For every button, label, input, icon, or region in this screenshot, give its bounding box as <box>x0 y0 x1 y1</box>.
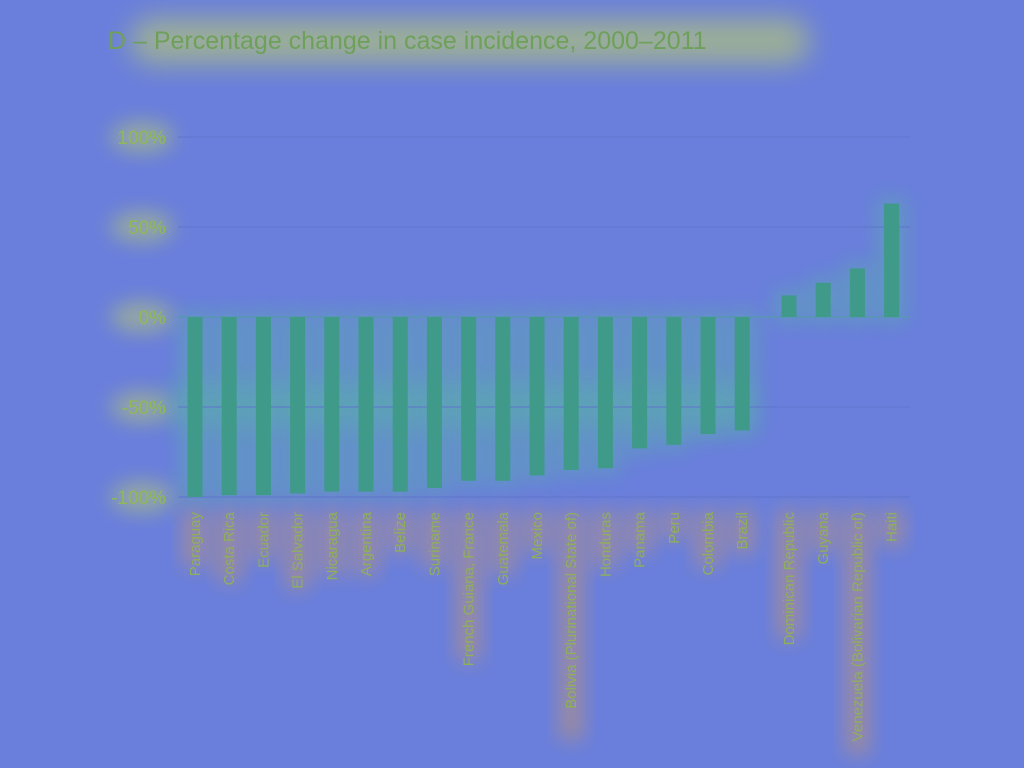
bars <box>187 203 900 497</box>
category-label: Guyana <box>815 511 832 564</box>
bar <box>324 317 340 492</box>
bar <box>849 268 865 317</box>
y-tick-label: -100% <box>111 488 166 509</box>
bar <box>563 317 579 470</box>
bar <box>597 317 613 469</box>
category-label: Honduras <box>597 512 614 577</box>
category-label: Suriname <box>426 512 443 576</box>
category-label: Dominican Republic <box>781 512 798 646</box>
category-label: French Guiana, France <box>461 512 478 666</box>
bar <box>884 203 900 317</box>
category-label: Mexico <box>529 512 546 560</box>
bar <box>426 317 442 488</box>
bar <box>734 317 750 431</box>
bar <box>461 317 477 481</box>
category-label: Panama <box>632 511 649 568</box>
category-label: Colombia <box>700 511 717 575</box>
category-label: Guatemala <box>495 511 512 585</box>
bar <box>290 317 306 494</box>
bar <box>495 317 511 481</box>
bar <box>781 295 797 317</box>
bar <box>392 317 408 492</box>
category-label: Bolivia (Plurinational State of) <box>563 512 580 709</box>
category-label: Argentina <box>358 511 375 576</box>
y-tick-labels: 100% 50% 0% -50% -100% <box>111 128 166 509</box>
category-label: Ecuador <box>255 512 272 568</box>
y-tick-label: 0% <box>139 308 167 329</box>
bar <box>358 317 374 492</box>
category-label: Venezuela (Bolivarian Republic of) <box>849 512 866 741</box>
chart-title: D – Percentage change in case incidence,… <box>108 27 707 55</box>
category-label: Paraguay <box>187 512 204 577</box>
bar <box>815 282 831 317</box>
bar <box>187 317 203 497</box>
bar <box>632 317 648 449</box>
bar <box>529 317 545 476</box>
category-label: Nicaragua <box>324 511 341 580</box>
category-labels: Paraguay Costa Rica Ecuador El Salvador Nica… <box>187 511 901 741</box>
bar <box>700 317 716 434</box>
y-tick-label: -50% <box>122 398 166 419</box>
category-label: Costa Rica <box>221 511 238 585</box>
bar <box>221 317 237 496</box>
y-tick-label: 50% <box>128 218 166 239</box>
category-label: Haiti <box>884 512 901 542</box>
category-label: Brazil <box>734 512 751 550</box>
bar <box>255 317 271 496</box>
category-label: Belize <box>392 512 409 553</box>
y-tick-label: 100% <box>117 128 166 149</box>
category-label: Peru <box>666 512 683 544</box>
bar <box>666 317 682 445</box>
category-label: El Salvador <box>290 512 307 589</box>
